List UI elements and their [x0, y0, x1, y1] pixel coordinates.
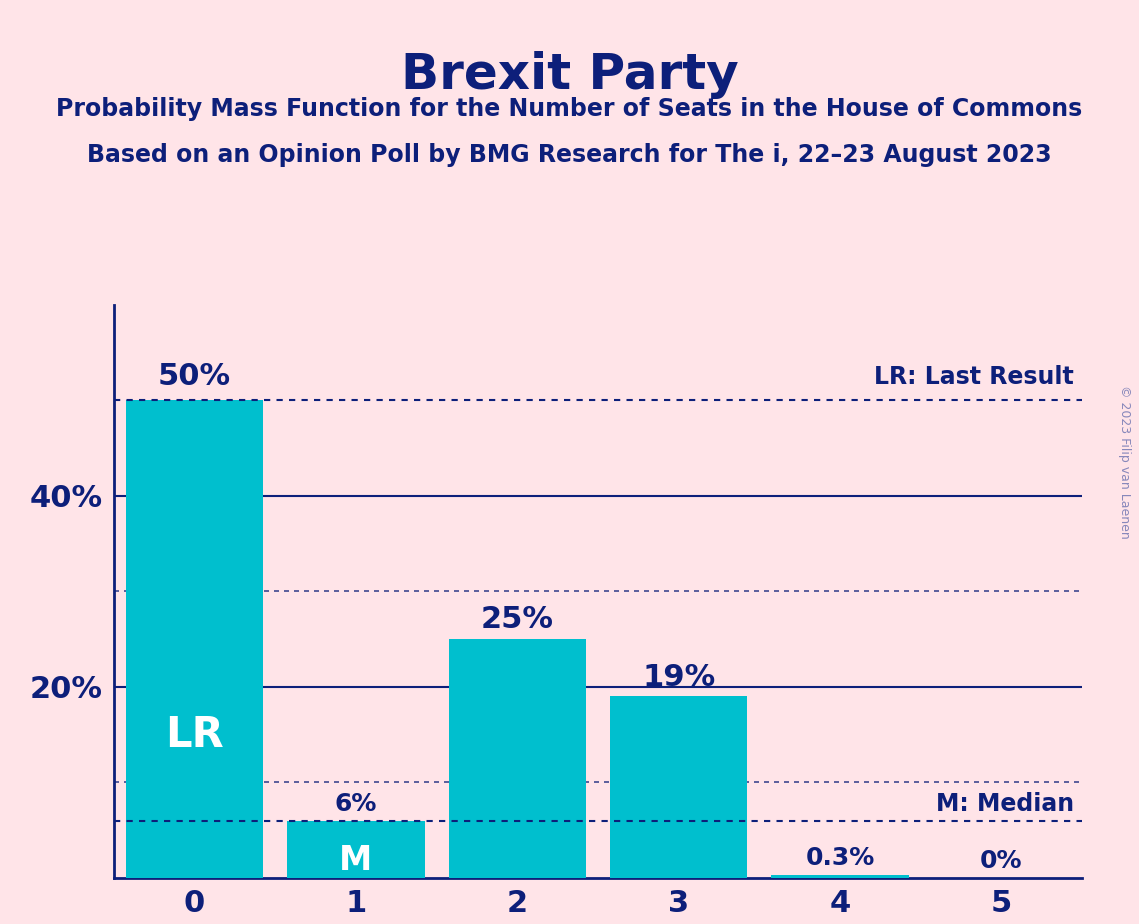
Bar	[771, 875, 909, 878]
Text: LR: Last Result: LR: Last Result	[875, 365, 1074, 389]
Text: 25%: 25%	[481, 605, 554, 634]
Bar	[126, 400, 263, 878]
Bar	[287, 821, 425, 878]
Text: 50%: 50%	[158, 362, 231, 391]
Text: LR: LR	[165, 713, 224, 756]
Text: M: Median: M: Median	[936, 792, 1074, 816]
Text: © 2023 Filip van Laenen: © 2023 Filip van Laenen	[1118, 385, 1131, 539]
Bar	[611, 697, 747, 878]
Text: 0.3%: 0.3%	[805, 846, 875, 870]
Text: 19%: 19%	[642, 663, 715, 691]
Text: Probability Mass Function for the Number of Seats in the House of Commons: Probability Mass Function for the Number…	[56, 97, 1083, 121]
Text: 0%: 0%	[981, 849, 1023, 873]
Text: 6%: 6%	[335, 792, 377, 816]
Text: M: M	[339, 845, 372, 877]
Text: Based on an Opinion Poll by BMG Research for The i, 22–23 August 2023: Based on an Opinion Poll by BMG Research…	[88, 143, 1051, 167]
Text: Brexit Party: Brexit Party	[401, 51, 738, 99]
Bar	[449, 639, 585, 878]
